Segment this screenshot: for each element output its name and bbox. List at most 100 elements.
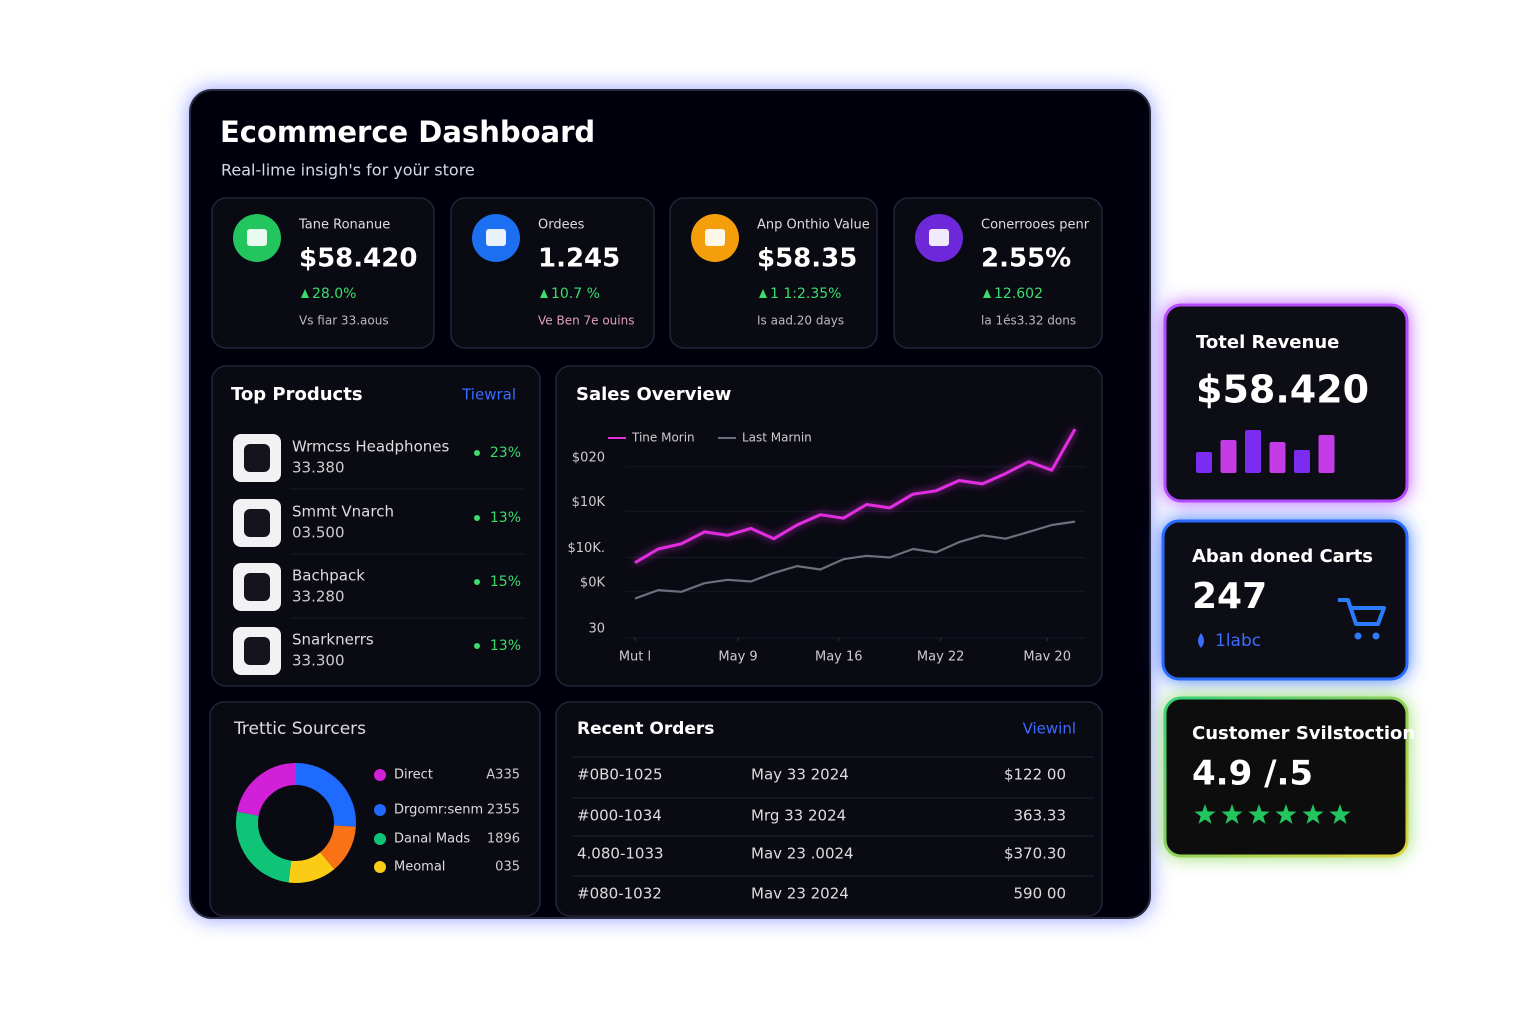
sales-card [555, 365, 1103, 687]
rating-star [1275, 804, 1297, 824]
legend-dot [374, 833, 386, 845]
product-dot [474, 579, 480, 585]
legend-label: Direct [394, 768, 433, 783]
mini-bar [1269, 442, 1286, 473]
kpi-arrow [540, 289, 548, 298]
kpi-change: 1 1:2.35% [770, 286, 841, 302]
kpi-change: 10.7 % [551, 286, 600, 302]
product-value: 03.500 [292, 524, 345, 542]
card-title: Aban doned Carts [1192, 546, 1373, 567]
product-change: 13% [490, 638, 521, 654]
view-link[interactable]: Tiewral [461, 386, 516, 404]
note-icon [1198, 633, 1204, 648]
product-change: 15% [490, 574, 521, 590]
rating-star [1194, 804, 1216, 824]
donut-segment [236, 811, 292, 883]
product-value: 33.380 [292, 459, 345, 477]
kpi-value: $58.420 [299, 244, 417, 274]
x-tick-label: Mut l [619, 650, 651, 665]
series-line [634, 428, 1077, 564]
kpi-value: 1.245 [538, 244, 620, 274]
product-dot [474, 515, 480, 521]
cart-icon [1338, 598, 1386, 626]
legend-value: 1896 [487, 832, 520, 847]
order-cell: 363.33 [1014, 807, 1067, 825]
x-tick-label: Mav 20 [1023, 650, 1071, 665]
legend-dot [374, 804, 386, 816]
cart-wheel [1354, 632, 1362, 640]
product-dot [474, 450, 480, 456]
section-title: Top Products [231, 384, 363, 405]
legend-label: Meomal [394, 860, 445, 875]
order-cell: Mav 23 2024 [751, 885, 849, 903]
kpi-icon-glyph [486, 229, 506, 246]
product-name: Bachpack [292, 567, 365, 585]
view-link[interactable]: Viewinl [1023, 720, 1076, 738]
product-glyph [244, 637, 270, 665]
rating-star [1302, 804, 1324, 824]
kpi-value: $58.35 [757, 244, 857, 274]
series-line [634, 520, 1076, 600]
product-value: 33.300 [292, 652, 345, 670]
order-cell: #000-1034 [577, 807, 662, 825]
kpi-label: Ordees [538, 218, 585, 233]
order-cell: Mav 23 .0024 [751, 845, 854, 863]
product-glyph [244, 444, 270, 472]
kpi-value: 2.55% [981, 244, 1071, 274]
y-tick-label: $0K [580, 575, 606, 590]
product-dot [474, 643, 480, 649]
carts-card [1161, 519, 1409, 681]
cart-wheel [1372, 632, 1380, 640]
product-name: Snarknerrs [292, 631, 374, 649]
rating-star [1221, 804, 1243, 824]
donut-segment [288, 851, 335, 883]
donut-segment [295, 763, 356, 827]
kpi-label: Anp Onthio Value [757, 218, 870, 233]
kpi-arrow [759, 289, 767, 298]
order-cell: Mrg 33 2024 [751, 807, 846, 825]
card-value: 4.9 /.5 [1192, 754, 1313, 794]
y-tick-label: $10K. [568, 541, 605, 556]
section-title: Sales Overview [576, 384, 731, 405]
satisfaction-card [1163, 696, 1409, 858]
order-cell: May 33 2024 [751, 766, 849, 784]
kpi-arrow [301, 289, 309, 298]
kpi-icon-glyph [705, 229, 725, 246]
legend-label: Tine Morin [631, 431, 695, 445]
kpi-label: Tane Ronanue [298, 218, 390, 233]
donut-segment [237, 763, 297, 817]
order-cell: #080-1032 [577, 885, 662, 903]
donut-segment [319, 824, 356, 870]
y-tick-label: 30 [588, 622, 605, 637]
kpi-note: Is aad.20 days [757, 314, 844, 328]
orders-card [555, 701, 1103, 917]
x-tick-label: May 9 [718, 650, 757, 665]
order-cell: 590 00 [1014, 885, 1067, 903]
card-value: 247 [1192, 576, 1267, 617]
kpi-arrow [983, 289, 991, 298]
product-value: 33.280 [292, 588, 345, 606]
title: Ecommerce Dashboard [220, 115, 595, 149]
legend-value: 035 [495, 860, 520, 875]
y-tick-label: $10K [572, 495, 606, 510]
mini-bar [1220, 440, 1237, 473]
product-change: 23% [490, 445, 521, 461]
card-title: Customer Svilstoction [1192, 723, 1415, 744]
kpi-change: 28.0% [312, 286, 356, 302]
rating-star [1248, 804, 1270, 824]
order-cell: $122 00 [1004, 766, 1066, 784]
mini-bar [1196, 452, 1212, 473]
product-change: 13% [490, 510, 521, 526]
top-products-card [211, 365, 541, 687]
x-tick-label: May 16 [815, 650, 863, 665]
x-tick-label: May 22 [917, 650, 965, 665]
product-glyph [244, 573, 270, 601]
order-cell: #0B0-1025 [577, 766, 663, 784]
y-tick-label: $020 [572, 450, 605, 465]
legend-label: Danal Mads [394, 832, 470, 847]
card-title: Totel Revenue [1196, 332, 1339, 353]
kpi-label: Conerrooes penr [981, 218, 1090, 233]
mini-bar [1245, 430, 1261, 473]
legend-dot [374, 861, 386, 873]
